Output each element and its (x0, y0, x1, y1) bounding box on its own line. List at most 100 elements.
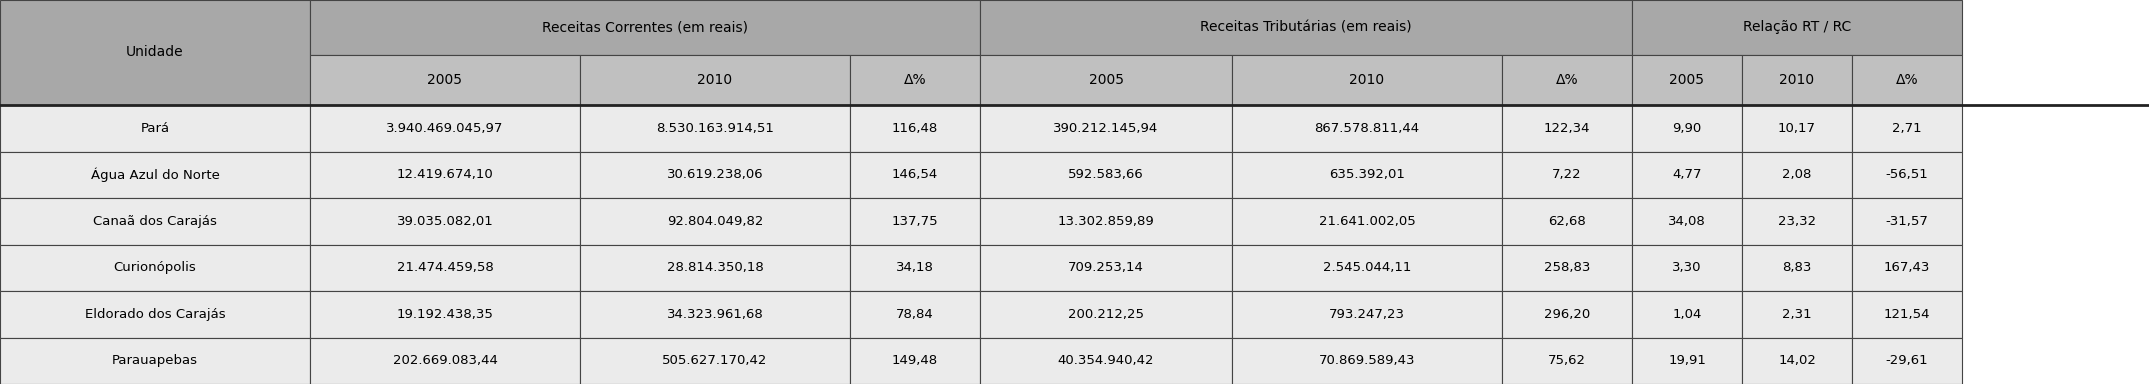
Text: 34,18: 34,18 (896, 261, 935, 274)
Text: 390.212.145,94: 390.212.145,94 (1053, 122, 1158, 135)
Bar (309, 338, 580, 384)
Bar (0, 291, 309, 338)
Text: 2.545.044,11: 2.545.044,11 (1324, 261, 1412, 274)
Bar (980, 338, 1231, 384)
Bar (1743, 198, 1852, 245)
Text: 1,04: 1,04 (1672, 308, 1702, 321)
Bar (1631, 152, 1743, 198)
Text: 793.247,23: 793.247,23 (1328, 308, 1405, 321)
Text: 2005: 2005 (1670, 73, 1704, 87)
Bar (1852, 105, 1962, 152)
Bar (1502, 152, 1631, 198)
Text: Δ%: Δ% (905, 73, 926, 87)
Bar (1502, 105, 1631, 152)
Text: 12.419.674,10: 12.419.674,10 (398, 168, 494, 181)
Bar (309, 0, 980, 55)
Bar (1502, 291, 1631, 338)
Text: 709.253,14: 709.253,14 (1068, 261, 1143, 274)
Bar (580, 291, 851, 338)
Text: 28.814.350,18: 28.814.350,18 (666, 261, 763, 274)
Bar (1631, 245, 1743, 291)
Text: 21.474.459,58: 21.474.459,58 (398, 261, 494, 274)
Bar (1231, 338, 1502, 384)
Bar (580, 245, 851, 291)
Text: Receitas Tributárias (em reais): Receitas Tributárias (em reais) (1199, 20, 1412, 35)
Bar (851, 198, 980, 245)
Text: 2010: 2010 (1779, 73, 1814, 87)
Text: 146,54: 146,54 (892, 168, 939, 181)
Bar (0, 152, 309, 198)
Bar (1852, 152, 1962, 198)
Text: 19.192.438,35: 19.192.438,35 (398, 308, 494, 321)
Text: 70.869.589,43: 70.869.589,43 (1319, 354, 1416, 367)
Text: 2,31: 2,31 (1782, 308, 1812, 321)
Text: Pará: Pará (140, 122, 170, 135)
Text: 7,22: 7,22 (1552, 168, 1582, 181)
Text: 9,90: 9,90 (1672, 122, 1702, 135)
Bar (1743, 291, 1852, 338)
Bar (1231, 55, 1502, 105)
Bar (1502, 55, 1631, 105)
Text: 200.212,25: 200.212,25 (1068, 308, 1143, 321)
Text: 137,75: 137,75 (892, 215, 939, 228)
Text: Parauapebas: Parauapebas (112, 354, 198, 367)
Text: 258,83: 258,83 (1543, 261, 1590, 274)
Text: 505.627.170,42: 505.627.170,42 (662, 354, 767, 367)
Bar (1502, 198, 1631, 245)
Bar (1743, 245, 1852, 291)
Bar (851, 152, 980, 198)
Bar (1852, 291, 1962, 338)
Bar (980, 105, 1231, 152)
Text: 34,08: 34,08 (1668, 215, 1706, 228)
Text: 167,43: 167,43 (1885, 261, 1930, 274)
Text: 2,08: 2,08 (1782, 168, 1812, 181)
Bar (980, 291, 1231, 338)
Bar (0, 338, 309, 384)
Bar (580, 152, 851, 198)
Text: 149,48: 149,48 (892, 354, 939, 367)
Bar (580, 55, 851, 105)
Bar (1231, 105, 1502, 152)
Text: -56,51: -56,51 (1885, 168, 1928, 181)
Bar (851, 245, 980, 291)
Bar (1743, 152, 1852, 198)
Text: 296,20: 296,20 (1543, 308, 1590, 321)
Bar (1231, 245, 1502, 291)
Text: 2010: 2010 (1350, 73, 1384, 87)
Bar (580, 198, 851, 245)
Text: Canaã dos Carajás: Canaã dos Carajás (92, 215, 217, 228)
Bar (580, 105, 851, 152)
Text: 21.641.002,05: 21.641.002,05 (1319, 215, 1416, 228)
Text: 635.392,01: 635.392,01 (1328, 168, 1405, 181)
Bar (1852, 245, 1962, 291)
Bar (1502, 245, 1631, 291)
Bar (1631, 105, 1743, 152)
Text: 92.804.049,82: 92.804.049,82 (666, 215, 763, 228)
Text: 3,30: 3,30 (1672, 261, 1702, 274)
Bar (980, 245, 1231, 291)
Bar (1743, 338, 1852, 384)
Bar (0, 198, 309, 245)
Text: 10,17: 10,17 (1777, 122, 1816, 135)
Bar (1743, 105, 1852, 152)
Text: 75,62: 75,62 (1547, 354, 1586, 367)
Text: Δ%: Δ% (1895, 73, 1919, 87)
Text: 8.530.163.914,51: 8.530.163.914,51 (655, 122, 774, 135)
Bar (0, 245, 309, 291)
Text: 867.578.811,44: 867.578.811,44 (1315, 122, 1420, 135)
Bar (1231, 291, 1502, 338)
Text: 3.940.469.045,97: 3.940.469.045,97 (387, 122, 503, 135)
Bar (1852, 338, 1962, 384)
Text: 2005: 2005 (1090, 73, 1124, 87)
Text: 78,84: 78,84 (896, 308, 935, 321)
Bar (309, 55, 580, 105)
Bar (1631, 0, 1962, 55)
Text: -31,57: -31,57 (1885, 215, 1928, 228)
Bar (851, 338, 980, 384)
Text: 30.619.238,06: 30.619.238,06 (666, 168, 763, 181)
Bar (309, 152, 580, 198)
Text: Relação RT / RC: Relação RT / RC (1743, 20, 1850, 35)
Text: 19,91: 19,91 (1668, 354, 1706, 367)
Bar (980, 55, 1231, 105)
Bar (1852, 55, 1962, 105)
